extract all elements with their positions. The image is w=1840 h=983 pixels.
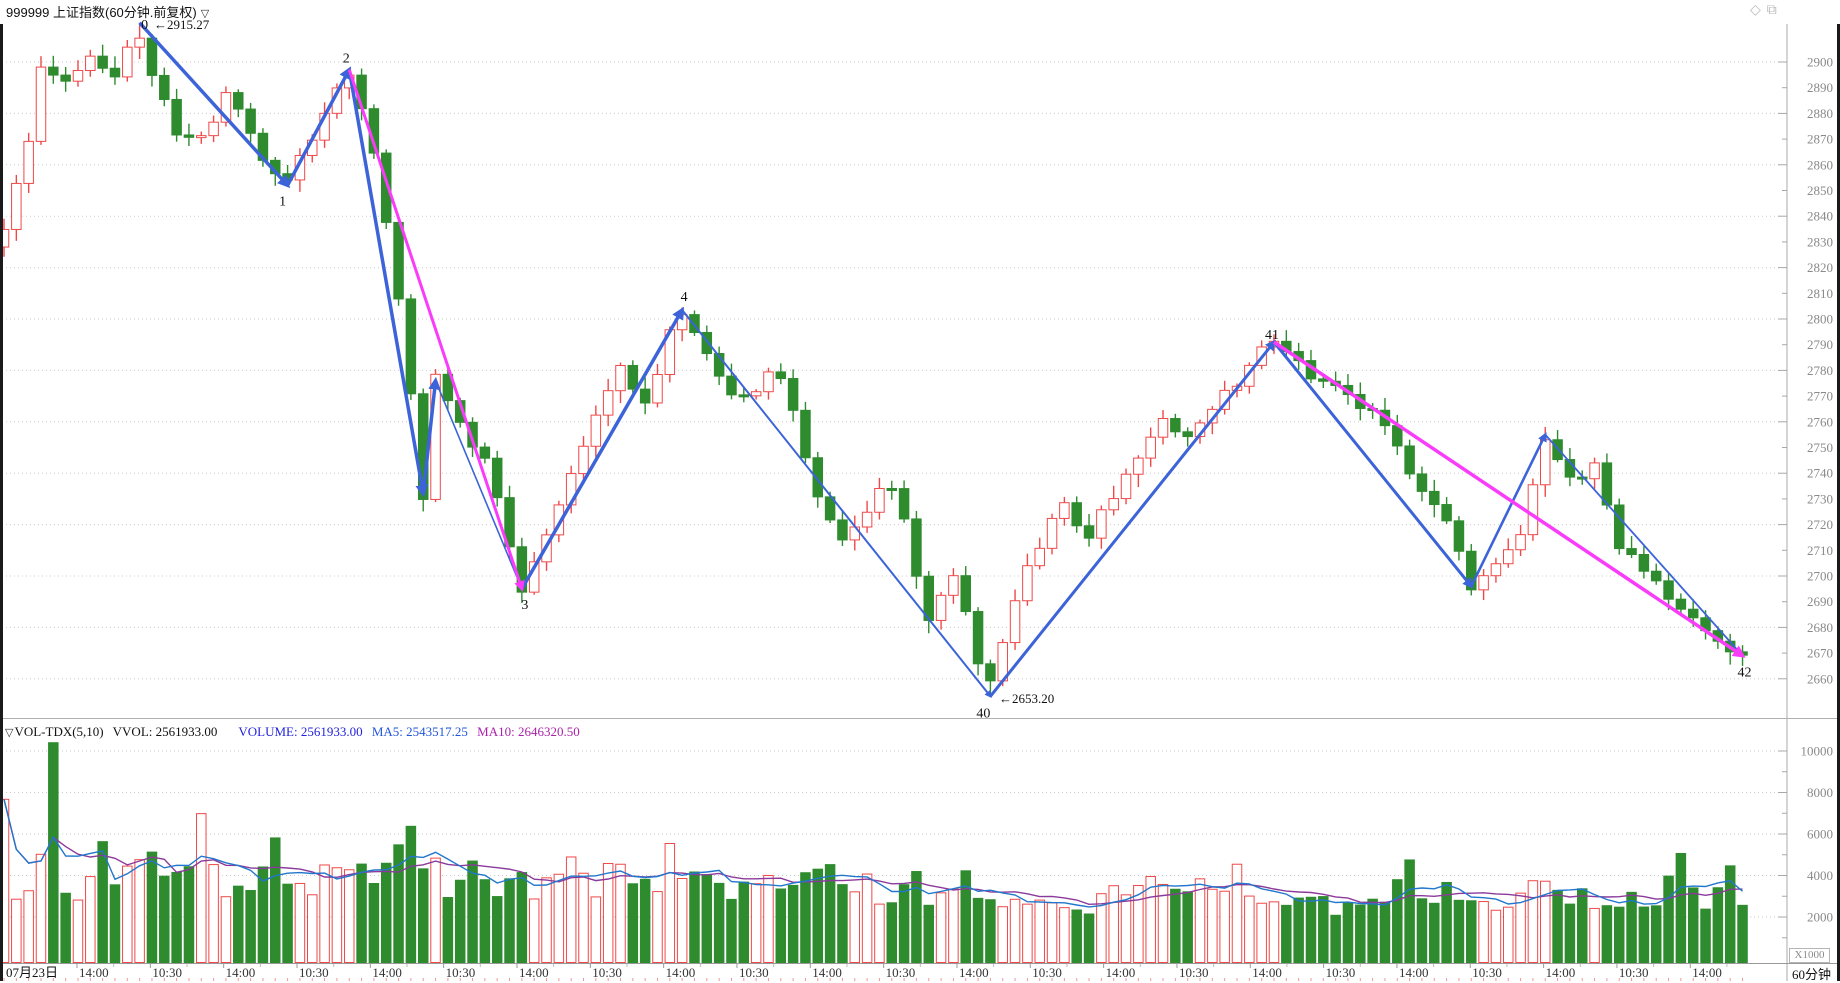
svg-text:14:00: 14:00	[959, 965, 989, 980]
svg-text:10:30: 10:30	[1472, 965, 1502, 980]
svg-text:2870: 2870	[1807, 132, 1833, 147]
svg-text:2: 2	[343, 52, 350, 67]
svg-text:2740: 2740	[1807, 466, 1833, 481]
window-corner-icons: ◇ ⧉	[1750, 2, 1777, 18]
vol-ma5-value: MA5: 2543517.25	[371, 724, 468, 739]
svg-text:07月23日: 07月23日	[6, 965, 58, 980]
price-extreme-annotation: ←2653.20	[999, 691, 1054, 706]
swing-point-labels: 0 1 2 3 4 40 41 42 ←2915.27 ←2653.20	[141, 17, 1751, 721]
chart-title-bar: 999999 上证指数(60分钟.前复权) ▽	[6, 2, 209, 20]
svg-text:2780: 2780	[1807, 363, 1833, 378]
svg-text:2760: 2760	[1807, 414, 1833, 429]
volume-unit-badge: X1000	[1789, 948, 1830, 963]
diamond-icon[interactable]: ◇	[1750, 2, 1761, 18]
svg-text:2660: 2660	[1807, 671, 1833, 686]
title-dropdown-icon[interactable]: ▽	[200, 8, 210, 20]
svg-text:2800: 2800	[1807, 312, 1833, 327]
svg-text:2840: 2840	[1807, 209, 1833, 224]
svg-text:10:30: 10:30	[299, 965, 329, 980]
svg-text:2690: 2690	[1807, 594, 1833, 609]
right-screen-edge	[1837, 24, 1840, 981]
svg-text:2850: 2850	[1807, 183, 1833, 198]
svg-text:14:00: 14:00	[1252, 965, 1282, 980]
svg-text:40: 40	[976, 706, 990, 721]
copy-icon[interactable]: ⧉	[1766, 2, 1777, 18]
svg-text:2750: 2750	[1807, 440, 1833, 455]
volume-ma-lines	[3, 799, 1743, 908]
svg-text:14:00: 14:00	[519, 965, 549, 980]
svg-text:2700: 2700	[1807, 569, 1833, 584]
time-axis: 07月23日 14:00 10:30 14:00 10:30 14:00 10:30 14:0…	[3, 964, 1744, 981]
svg-text:2710: 2710	[1807, 543, 1833, 558]
svg-text:1: 1	[279, 194, 286, 209]
axis-labels: 2660 2670 2680 2690 2700 2710 2720 2730 2740 2750…	[1801, 55, 1834, 925]
svg-text:14:00: 14:00	[666, 965, 696, 980]
svg-text:2670: 2670	[1807, 646, 1833, 661]
zigzag-trend-lines	[138, 21, 1746, 698]
svg-text:10:30: 10:30	[1619, 965, 1649, 980]
period-selector[interactable]: 60分钟	[1792, 967, 1832, 982]
svg-text:6000: 6000	[1807, 827, 1833, 842]
left-screen-edge	[0, 24, 3, 981]
svg-text:2770: 2770	[1807, 389, 1833, 404]
svg-text:14:00: 14:00	[372, 965, 402, 980]
svg-text:10000: 10000	[1801, 744, 1834, 759]
svg-text:14:00: 14:00	[812, 965, 842, 980]
svg-text:3: 3	[521, 598, 528, 613]
svg-text:2720: 2720	[1807, 517, 1833, 532]
svg-text:14:00: 14:00	[1692, 965, 1722, 980]
price-extreme-annotation: ←2915.27	[154, 17, 210, 32]
svg-text:14:00: 14:00	[1546, 965, 1576, 980]
svg-text:10:30: 10:30	[1326, 965, 1356, 980]
svg-text:4000: 4000	[1807, 868, 1833, 883]
volume-indicator-header: ▽VOL-TDX(5,10) VVOL: 2561933.00 VOLUME: …	[5, 724, 586, 741]
svg-text:14:00: 14:00	[226, 965, 256, 980]
svg-text:10:30: 10:30	[739, 965, 769, 980]
svg-text:10:30: 10:30	[1179, 965, 1209, 980]
svg-text:10:30: 10:30	[446, 965, 476, 980]
svg-text:2890: 2890	[1807, 80, 1833, 95]
svg-text:8000: 8000	[1807, 785, 1833, 800]
chart-title: 999999 上证指数(60分钟.前复权)	[6, 5, 197, 20]
svg-text:4: 4	[681, 290, 688, 305]
svg-text:2790: 2790	[1807, 337, 1833, 352]
vol-toggle-icon[interactable]: ▽	[5, 727, 14, 739]
vvol-value: VVOL: 2561933.00	[112, 724, 218, 739]
volume-value: VOLUME: 2561933.00	[238, 724, 363, 739]
svg-text:10:30: 10:30	[1032, 965, 1062, 980]
svg-text:2680: 2680	[1807, 620, 1833, 635]
svg-text:2900: 2900	[1807, 55, 1833, 70]
volume-bars	[0, 742, 1748, 964]
svg-text:10:30: 10:30	[592, 965, 622, 980]
svg-text:41: 41	[1265, 328, 1279, 343]
candlesticks	[0, 22, 1748, 697]
svg-text:14:00: 14:00	[1106, 965, 1136, 980]
svg-text:14:00: 14:00	[1399, 965, 1429, 980]
svg-text:2730: 2730	[1807, 491, 1833, 506]
svg-text:14:00: 14:00	[79, 965, 109, 980]
svg-text:10:30: 10:30	[152, 965, 182, 980]
vol-ma10-value: MA10: 2646320.50	[477, 724, 580, 739]
svg-text:2830: 2830	[1807, 234, 1833, 249]
svg-text:2880: 2880	[1807, 106, 1833, 121]
svg-text:2000: 2000	[1807, 910, 1833, 925]
svg-text:10:30: 10:30	[886, 965, 916, 980]
svg-text:2820: 2820	[1807, 260, 1833, 275]
svg-text:42: 42	[1738, 666, 1752, 681]
svg-text:2810: 2810	[1807, 286, 1833, 301]
vol-indicator-name[interactable]: VOL-TDX(5,10)	[14, 724, 104, 739]
svg-text:2860: 2860	[1807, 157, 1833, 172]
svg-text:0: 0	[141, 18, 148, 33]
